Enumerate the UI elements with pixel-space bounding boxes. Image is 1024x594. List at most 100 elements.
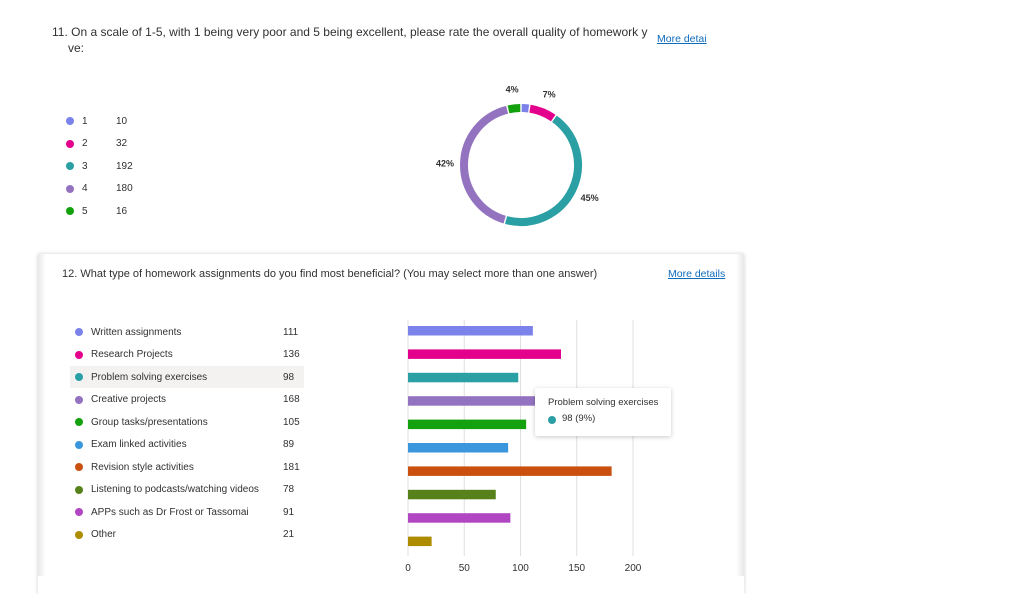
legend-color-dot bbox=[75, 463, 83, 472]
q12-legend-item[interactable]: Group tasks/presentations 105 bbox=[75, 411, 305, 434]
bar-revision-style-activities[interactable] bbox=[408, 466, 612, 476]
q11-legend-item[interactable]: 2 32 bbox=[66, 133, 166, 156]
legend-count: 91 bbox=[283, 506, 295, 518]
question-11-title-line2: ve: bbox=[68, 41, 85, 55]
more-details-link-q12[interactable]: More details bbox=[668, 268, 726, 280]
q11-legend-item[interactable]: 4 180 bbox=[66, 178, 166, 201]
legend-count: 111 bbox=[283, 326, 299, 338]
legend-label: Creative projects bbox=[91, 394, 167, 406]
legend-color-dot bbox=[75, 530, 83, 539]
x-tick-label: 150 bbox=[568, 563, 585, 574]
legend-count: 180 bbox=[116, 183, 133, 195]
legend-color-dot bbox=[75, 395, 83, 404]
q12-legend-item[interactable]: Other 21 bbox=[75, 524, 305, 547]
legend-count: 192 bbox=[116, 160, 133, 172]
legend-count: 32 bbox=[116, 138, 128, 150]
legend-label: Written assignments bbox=[91, 326, 182, 338]
q12-bar-chart: 0 50 100 150 200 bbox=[405, 320, 642, 574]
donut-slice-4[interactable] bbox=[460, 105, 509, 224]
q12-legend-item[interactable]: APPs such as Dr Frost or Tassomai 91 bbox=[75, 501, 305, 524]
tooltip-title: Problem solving exercises bbox=[548, 397, 659, 408]
legend-count: 21 bbox=[283, 529, 295, 541]
legend-count: 98 bbox=[283, 371, 295, 383]
q11-donut-chart: 7% 45% 42% 4% bbox=[436, 85, 599, 226]
legend-label: 1 bbox=[82, 115, 88, 127]
legend-color-dot bbox=[75, 373, 83, 382]
q12-legend-item[interactable]: Exam linked activities 89 bbox=[75, 434, 305, 457]
bar-apps-such-as-dr-frost-or-tassomai[interactable] bbox=[408, 513, 511, 523]
legend-label: Research Projects bbox=[91, 349, 173, 361]
more-details-link-q11[interactable]: More detai bbox=[657, 33, 707, 45]
q11-legend-item[interactable]: 3 192 bbox=[66, 155, 166, 178]
bar-listening-to-podcasts-watching-videos[interactable] bbox=[408, 489, 496, 500]
q11-legend: 1 10 2 32 3 192 4 180 5 16 bbox=[66, 110, 166, 223]
question-11-title-line1: 11. On a scale of 1-5, with 1 being very… bbox=[52, 25, 648, 39]
legend-label: 3 bbox=[82, 160, 88, 172]
x-tick-label: 0 bbox=[405, 563, 411, 574]
legend-label: Listening to podcasts/watching videos bbox=[91, 484, 259, 496]
legend-label: 4 bbox=[82, 183, 88, 195]
legend-label: Problem solving exercises bbox=[91, 371, 208, 383]
q12-legend-item[interactable]: Listening to podcasts/watching videos 78 bbox=[75, 479, 305, 502]
bar-creative-projects[interactable] bbox=[408, 396, 597, 406]
legend-color-dot bbox=[66, 139, 74, 148]
legend-color-dot bbox=[75, 440, 83, 449]
donut-data-label: 4% bbox=[506, 85, 519, 95]
legend-color-dot bbox=[75, 418, 83, 427]
q12-legend: Written assignments 111 Research Projects 1… bbox=[75, 321, 305, 546]
legend-label: Group tasks/presentations bbox=[91, 416, 208, 428]
donut-data-label: 45% bbox=[581, 193, 599, 203]
bar-exam-linked-activities[interactable] bbox=[408, 443, 509, 453]
legend-label: Revision style activities bbox=[91, 461, 194, 473]
bar-written-assignments[interactable] bbox=[408, 326, 533, 336]
legend-count: 16 bbox=[116, 205, 128, 217]
card-shadow-left bbox=[38, 254, 46, 576]
legend-color-dot bbox=[75, 350, 83, 359]
legend-color-dot bbox=[75, 508, 83, 517]
card-shadow-right bbox=[736, 254, 744, 576]
legend-count: 10 bbox=[116, 115, 128, 127]
legend-row-hover-highlight bbox=[70, 366, 304, 388]
legend-color-dot bbox=[66, 117, 74, 126]
question-12-title: 12. What type of homework assignments do… bbox=[62, 268, 598, 280]
legend-count: 89 bbox=[283, 439, 295, 451]
legend-label: 5 bbox=[82, 205, 88, 217]
tooltip-value: 98 (9%) bbox=[562, 413, 596, 424]
bar-research-projects[interactable] bbox=[408, 349, 561, 359]
legend-color-dot bbox=[75, 485, 83, 494]
bar-group-tasks-presentations[interactable] bbox=[408, 419, 527, 430]
legend-count: 168 bbox=[283, 394, 300, 406]
legend-label: Exam linked activities bbox=[91, 439, 187, 451]
legend-count: 78 bbox=[283, 484, 295, 496]
x-tick-label: 50 bbox=[459, 563, 471, 574]
legend-color-dot bbox=[66, 162, 74, 171]
legend-color-dot bbox=[75, 328, 83, 337]
donut-slice-5[interactable] bbox=[507, 104, 521, 114]
q12-legend-item[interactable]: Creative projects 168 bbox=[75, 389, 305, 412]
donut-slice-2[interactable] bbox=[529, 104, 556, 122]
legend-label: APPs such as Dr Frost or Tassomai bbox=[91, 506, 249, 518]
donut-slice-3[interactable] bbox=[505, 115, 582, 226]
legend-label: Other bbox=[91, 529, 117, 541]
x-tick-label: 100 bbox=[512, 563, 529, 574]
bar-problem-solving-exercises[interactable] bbox=[408, 372, 519, 383]
legend-count: 105 bbox=[283, 416, 300, 428]
q11-legend-item[interactable]: 5 16 bbox=[66, 200, 166, 223]
legend-color-dot bbox=[66, 207, 74, 216]
legend-count: 136 bbox=[283, 349, 300, 361]
q12-legend-item[interactable]: Revision style activities 181 bbox=[75, 456, 305, 479]
x-tick-label: 200 bbox=[625, 563, 642, 574]
tooltip-series-dot bbox=[548, 416, 556, 424]
q12-legend-item[interactable]: Research Projects 136 bbox=[75, 344, 305, 367]
q12-legend-item[interactable]: Problem solving exercises 98 bbox=[75, 366, 305, 389]
q11-legend-item[interactable]: 1 10 bbox=[66, 110, 166, 133]
legend-count: 181 bbox=[283, 461, 300, 473]
chart-tooltip: Problem solving exercises 98 (9%) bbox=[535, 388, 671, 436]
charts-canvas: 7% 45% 42% 4% 0 50 100 150 200 bbox=[405, 85, 642, 574]
legend-label: 2 bbox=[82, 138, 88, 150]
bar-other[interactable] bbox=[408, 536, 432, 547]
question-11-title: 11. On a scale of 1-5, with 1 being very… bbox=[52, 24, 648, 56]
donut-slice-1[interactable] bbox=[521, 104, 530, 113]
q12-legend-item[interactable]: Written assignments 111 bbox=[75, 321, 305, 344]
question-11-section: 11. On a scale of 1-5, with 1 being very… bbox=[0, 0, 1024, 250]
